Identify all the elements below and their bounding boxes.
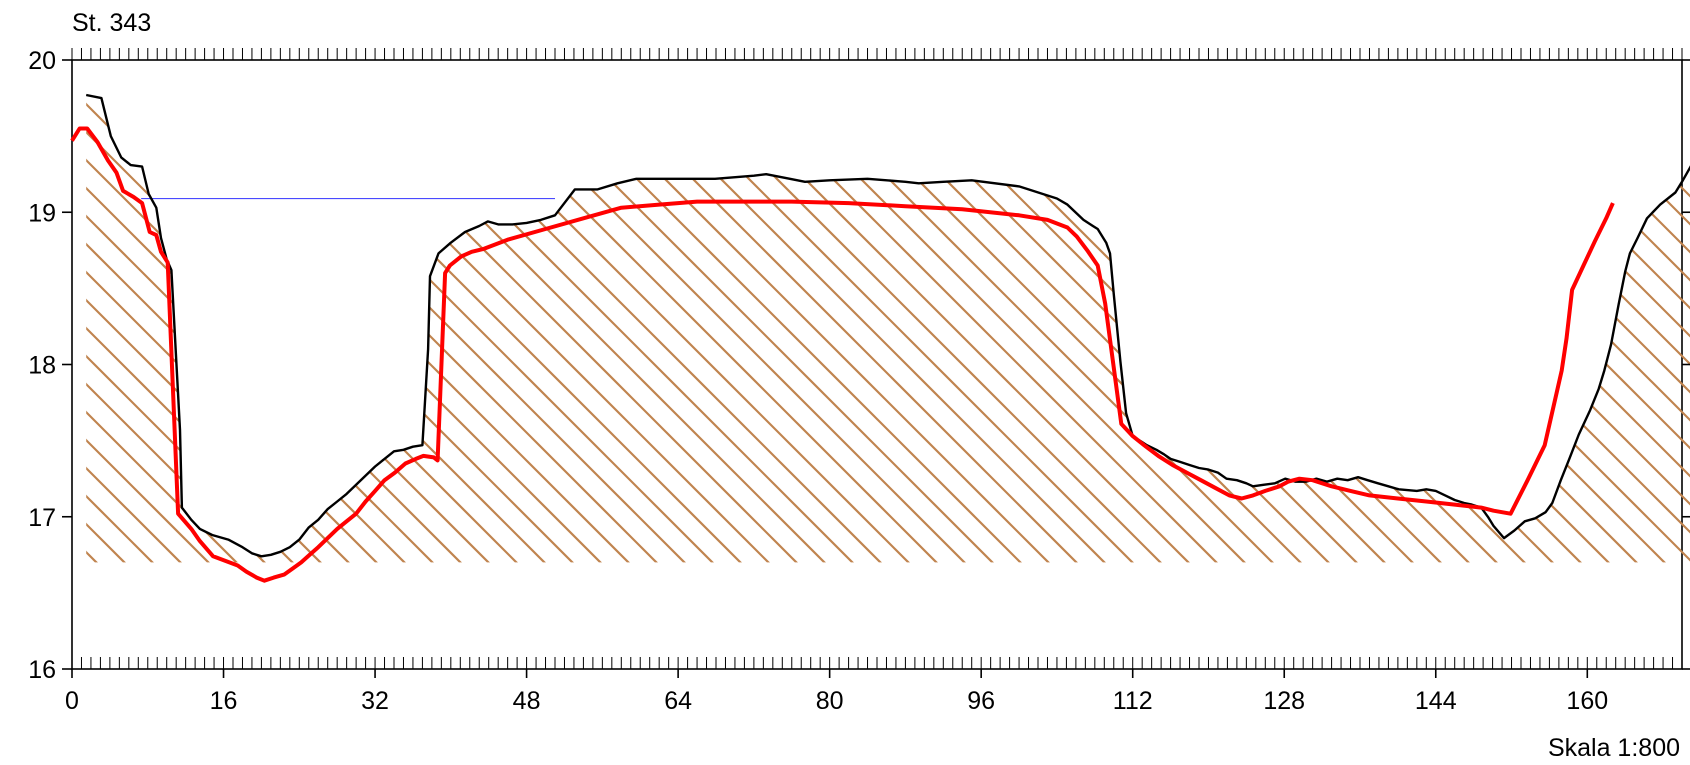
x-tick-label: 112	[1113, 687, 1153, 715]
y-tick-label: 16	[28, 656, 56, 684]
x-tick-label: 96	[967, 687, 995, 715]
terrain-profile-line	[85, 93, 1690, 558]
x-tick-label: 128	[1263, 687, 1305, 715]
x-tick-label: 16	[210, 687, 238, 715]
design-profile-line	[70, 126, 1615, 583]
x-tick-label: 144	[1415, 687, 1457, 715]
chart-title: St. 343	[72, 9, 151, 37]
y-axis: 16 17 18 19 20	[28, 47, 1690, 684]
y-tick-label: 18	[28, 352, 56, 380]
x-axis: 0 16 32 48 64 80 96 112 128 144 160	[65, 669, 1608, 715]
x-tick-label: 0	[65, 687, 79, 715]
fill-hatch	[86, 95, 1690, 563]
minor-ticks	[71, 48, 1683, 669]
x-tick-label: 48	[513, 687, 541, 715]
y-tick-label: 20	[28, 47, 56, 75]
x-tick-label: 160	[1566, 687, 1608, 715]
x-tick-label: 32	[361, 687, 389, 715]
scale-label: Skala 1:800	[1548, 734, 1680, 762]
x-tick-label: 80	[816, 687, 844, 715]
y-tick-label: 17	[28, 504, 56, 532]
y-tick-label: 19	[28, 199, 56, 227]
x-tick-label: 64	[664, 687, 692, 715]
